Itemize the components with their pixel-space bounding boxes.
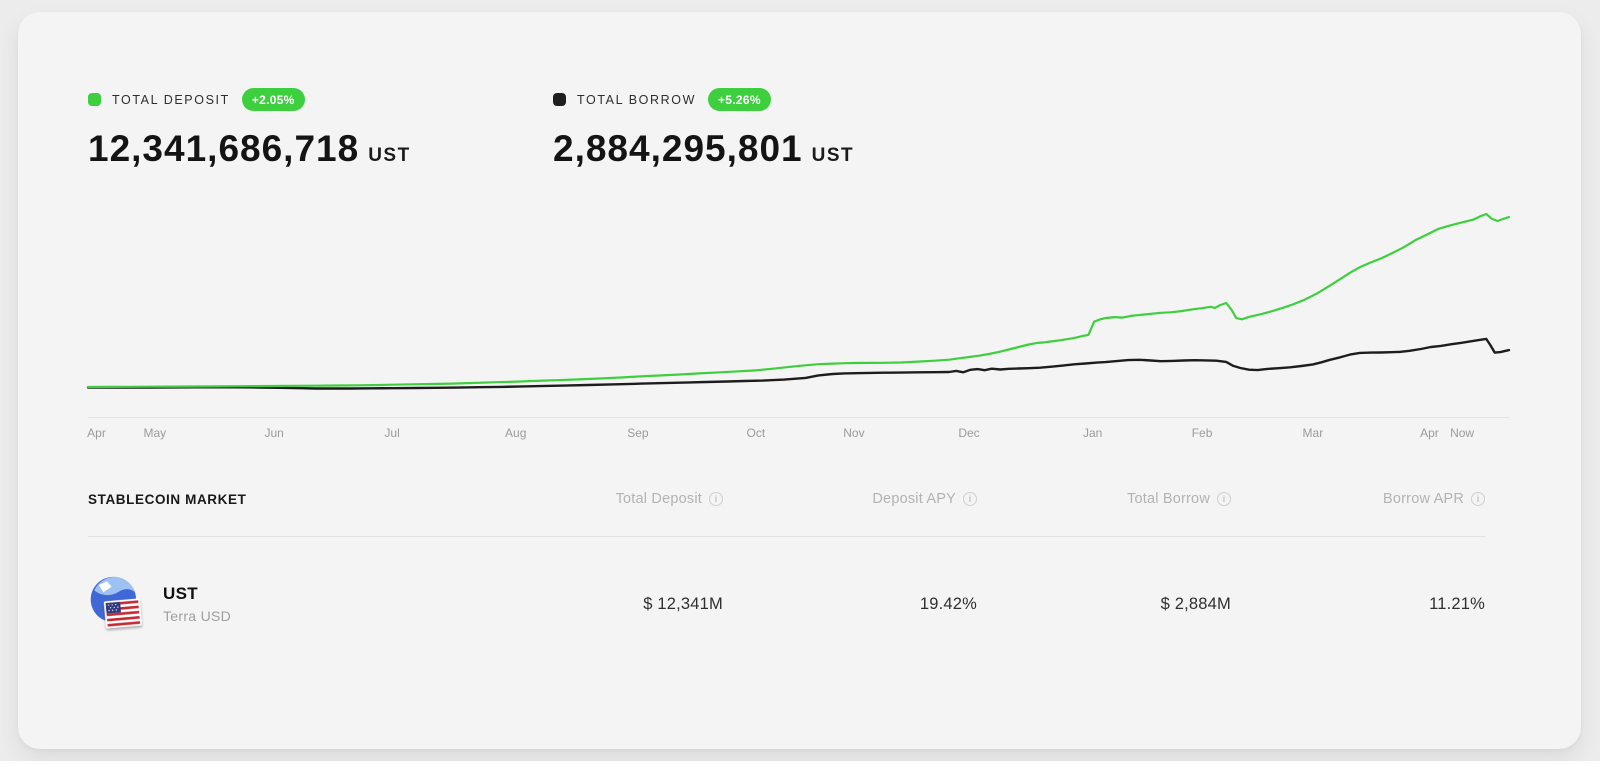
borrow-line <box>88 339 1509 389</box>
x-axis-label: Mar <box>1302 426 1324 441</box>
deposit-legend-swatch-icon <box>88 93 101 107</box>
column-label: Total Deposit <box>615 491 702 508</box>
total-borrow-label: TOTAL BORROW <box>577 92 696 107</box>
x-axis-label: May <box>143 426 167 441</box>
us-flag-icon <box>103 598 143 629</box>
header-stats: TOTAL DEPOSIT +2.05% 12,341,686,718 UST … <box>88 88 1509 170</box>
chart-x-axis: Apr May Jun Jul Aug Sep Oct Nov Dec Jan Feb Mar Apr N… <box>87 418 1509 445</box>
column-label: Borrow APR <box>1383 491 1464 508</box>
column-header-borrow-apr: Borrow APR i <box>1231 491 1485 507</box>
asset-name: Terra USD <box>163 608 232 625</box>
asset-cell: UST Terra USD <box>88 575 469 633</box>
ust-terra-coin-icon <box>90 577 143 629</box>
column-label: Total Borrow <box>1127 491 1210 508</box>
x-axis-label: Apr <box>87 426 106 441</box>
x-axis-label: Jul <box>384 426 400 441</box>
borrow-legend-swatch-icon <box>553 93 566 107</box>
cell-borrow-apr: 11.21% <box>1429 594 1485 613</box>
column-label: Deposit APY <box>872 491 956 508</box>
x-axis-label: Now <box>1450 426 1475 441</box>
table-row-ust[interactable]: UST Terra USD $ 12,341M 19.42% $ 2,884M … <box>88 537 1485 633</box>
x-axis-label: Sep <box>627 426 649 441</box>
x-axis-label: Feb <box>1191 426 1213 441</box>
total-deposit-unit: UST <box>368 145 411 167</box>
deposit-line <box>88 214 1509 387</box>
x-axis-label: Oct <box>746 426 766 441</box>
cell-total-borrow: $ 2,884M <box>1160 594 1231 613</box>
chart-plot-area[interactable] <box>88 206 1509 419</box>
info-icon[interactable]: i <box>709 492 723 507</box>
chart-canvas[interactable] <box>88 206 1509 418</box>
section-title: STABLECOIN MARKET <box>88 491 247 507</box>
total-borrow-value: 2,884,295,801 <box>553 128 803 170</box>
column-header-deposit-apy: Deposit APY i <box>723 491 977 507</box>
x-axis-label: Apr <box>1420 426 1439 441</box>
total-deposit-stat: TOTAL DEPOSIT +2.05% 12,341,686,718 UST <box>88 88 553 170</box>
info-icon[interactable]: i <box>1471 492 1485 507</box>
x-axis-label: Jun <box>264 426 284 441</box>
cell-total-deposit: $ 12,341M <box>643 594 723 613</box>
deposit-borrow-chart[interactable]: Apr May Jun Jul Aug Sep Oct Nov Dec Jan Feb Mar Apr N… <box>88 206 1509 445</box>
x-axis-label: Nov <box>843 426 865 441</box>
total-borrow-unit: UST <box>811 145 855 167</box>
borrow-change-badge: +5.26% <box>707 88 771 112</box>
total-deposit-value: 12,341,686,718 <box>88 128 360 170</box>
table-header-row: STABLECOIN MARKET Total Deposit i Deposi… <box>88 491 1485 538</box>
column-header-total-borrow: Total Borrow i <box>977 491 1231 507</box>
cell-deposit-apy: 19.42% <box>919 594 977 613</box>
deposit-change-badge: +2.05% <box>241 88 305 112</box>
info-icon[interactable]: i <box>963 492 977 507</box>
market-overview-card: TOTAL DEPOSIT +2.05% 12,341,686,718 UST … <box>18 12 1581 749</box>
stablecoin-market-section: STABLECOIN MARKET Total Deposit i Deposi… <box>88 491 1509 633</box>
total-borrow-stat: TOTAL BORROW +5.26% 2,884,295,801 UST <box>553 88 1018 170</box>
total-deposit-label: TOTAL DEPOSIT <box>112 92 230 107</box>
x-axis-label: Jan <box>1082 426 1103 441</box>
info-icon[interactable]: i <box>1217 492 1231 507</box>
asset-symbol: UST <box>163 584 198 604</box>
next-section-edge <box>0 761 1600 764</box>
x-axis-label: Aug <box>505 426 527 441</box>
column-header-total-deposit: Total Deposit i <box>469 491 723 507</box>
x-axis-label: Dec <box>958 426 980 441</box>
